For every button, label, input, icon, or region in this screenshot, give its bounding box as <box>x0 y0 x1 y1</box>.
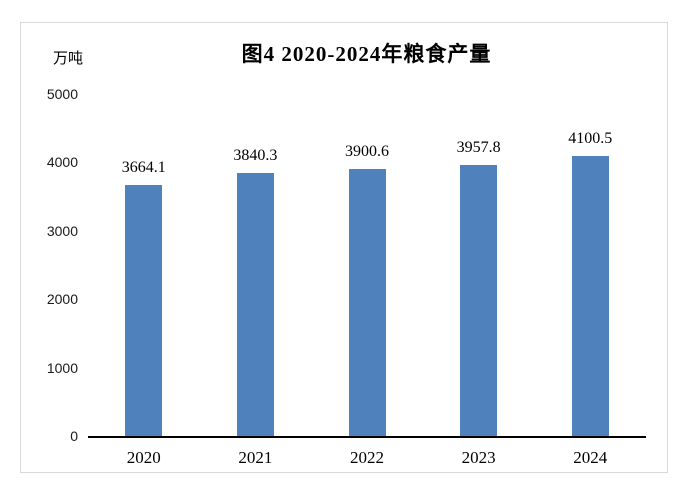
bar-value-label: 3664.1 <box>121 159 166 177</box>
y-axis-unit-label: 万吨 <box>53 51 84 67</box>
bar-2021 <box>236 173 274 436</box>
bar-2022 <box>348 169 386 436</box>
chart-title: 图4 2020-2024年粮食产量 <box>241 42 492 66</box>
y-tick-label: 1000 <box>46 359 78 376</box>
x-tick-label: 2021 <box>238 448 273 467</box>
y-tick-label: 4000 <box>46 154 78 171</box>
y-tick-label: 0 <box>70 428 78 444</box>
bar-value-label: 3900.6 <box>344 143 389 161</box>
bar-2024 <box>571 155 609 436</box>
y-tick-label: 3000 <box>46 222 78 239</box>
bar-value-label: 3957.8 <box>456 139 501 157</box>
x-tick-label: 2024 <box>573 448 608 467</box>
chart-frame: 图4 2020-2024年粮食产量 万吨 0 1000 2000 3000 4000 50… <box>20 22 668 473</box>
x-tick-label: 2022 <box>349 448 384 467</box>
bar-2023 <box>460 165 498 436</box>
x-axis-line <box>88 436 646 438</box>
x-tick-label: 2023 <box>461 448 496 467</box>
bar-value-label: 4100.5 <box>568 129 613 147</box>
x-tick-label: 2020 <box>126 448 161 467</box>
bar-2020 <box>125 185 163 436</box>
y-tick-label: 5000 <box>46 86 78 102</box>
y-tick-label: 2000 <box>46 291 78 308</box>
bar-value-label: 3840.3 <box>233 147 278 165</box>
